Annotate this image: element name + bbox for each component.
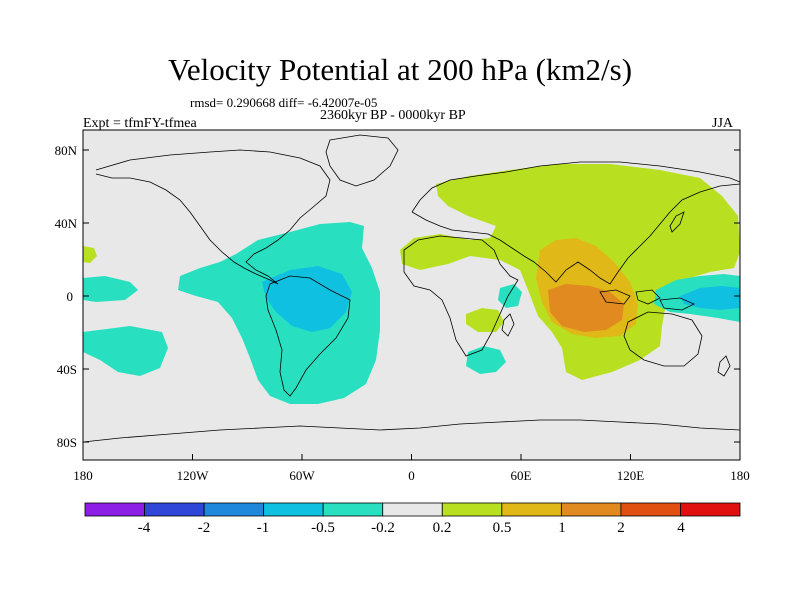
colorbar-label-3: -1 [257,520,270,536]
lon-label-120w: 120W [177,468,210,483]
colorbar-box-10 [620,502,681,517]
field-patch-east-africa-negative [498,284,522,308]
colorbar-label-6: 0.2 [433,520,452,536]
colorbar-label-8: 1 [558,520,566,536]
stats-text: rmsd= 0.290668 diff= -6.42007e-05 [190,95,378,110]
season-label: JJA [712,116,734,131]
lon-label-60w: 60W [289,468,315,483]
figure-title: Velocity Potential at 200 hPa (km2/s) [167,52,633,87]
lat-label-80s: 80S [57,435,77,450]
colorbar-box-8 [501,502,562,517]
colorbar: -4 -2 -1 -0.5 -0.2 0.2 0.5 1 2 4 [84,502,741,536]
coastline-south-america [265,275,351,397]
lon-ticks [82,454,741,460]
colorbar-box-1 [84,502,145,517]
colorbar-box-4 [263,502,324,517]
coastline-north-america [95,149,331,285]
coastline-japan [669,211,685,233]
lat-label-40s: 40S [57,362,77,377]
lon-label-180w: 180 [73,468,93,483]
coastline-madagascar [501,313,515,337]
colorbar-boxes [84,502,741,517]
colorbar-box-6 [382,502,443,517]
field-patch-south-pacific-negative [83,326,168,376]
field-core-south-america [262,266,352,332]
colorbar-box-11 [680,502,741,517]
coastline-europe-asia [411,161,740,285]
field-core-asia-strong [548,284,624,332]
lon-label-120e: 120E [617,468,645,483]
lat-label-40n: 40N [55,216,78,231]
period-text: 2360kyr BP - 0000kyr BP [320,108,466,123]
colorbar-box-2 [144,502,205,517]
coastline-greenland [325,134,399,187]
lon-label-60e: 60E [511,468,532,483]
colorbar-label-2: -2 [198,520,211,536]
lat-label-0: 0 [67,289,74,304]
experiment-label: Expt = tfmFY-tfmea [83,116,197,131]
coastline-maritime-continent [599,289,695,311]
lat-ticks [83,149,740,443]
coastline-antarctica [83,419,740,443]
field-core-west-pacific [680,286,740,310]
colorbar-label-5: -0.2 [371,520,395,536]
colorbar-box-7 [441,502,503,517]
colorbar-box-9 [560,502,622,517]
colorbar-box-5 [322,502,384,517]
coastline-africa [403,235,519,357]
field-shading [83,164,740,404]
coastline-australia [623,311,703,367]
colorbar-label-9: 2 [617,520,625,536]
field-patch-southern-africa-negative [466,346,506,374]
colorbar-label-7: 0.5 [493,520,512,536]
colorbar-box-3 [203,502,265,517]
colorbar-label-10: 4 [677,520,685,536]
field-patch-west-edge-positive [83,246,97,263]
coastlines [83,134,740,443]
lat-label-80n: 80N [55,143,78,158]
colorbar-label-1: -4 [138,520,151,536]
lon-label-180e: 180 [730,468,750,483]
lon-label-0: 0 [408,468,415,483]
field-patch-west-edge-negative [83,276,138,302]
coastline-new-zealand [717,355,731,377]
colorbar-label-4: -0.5 [311,520,335,536]
